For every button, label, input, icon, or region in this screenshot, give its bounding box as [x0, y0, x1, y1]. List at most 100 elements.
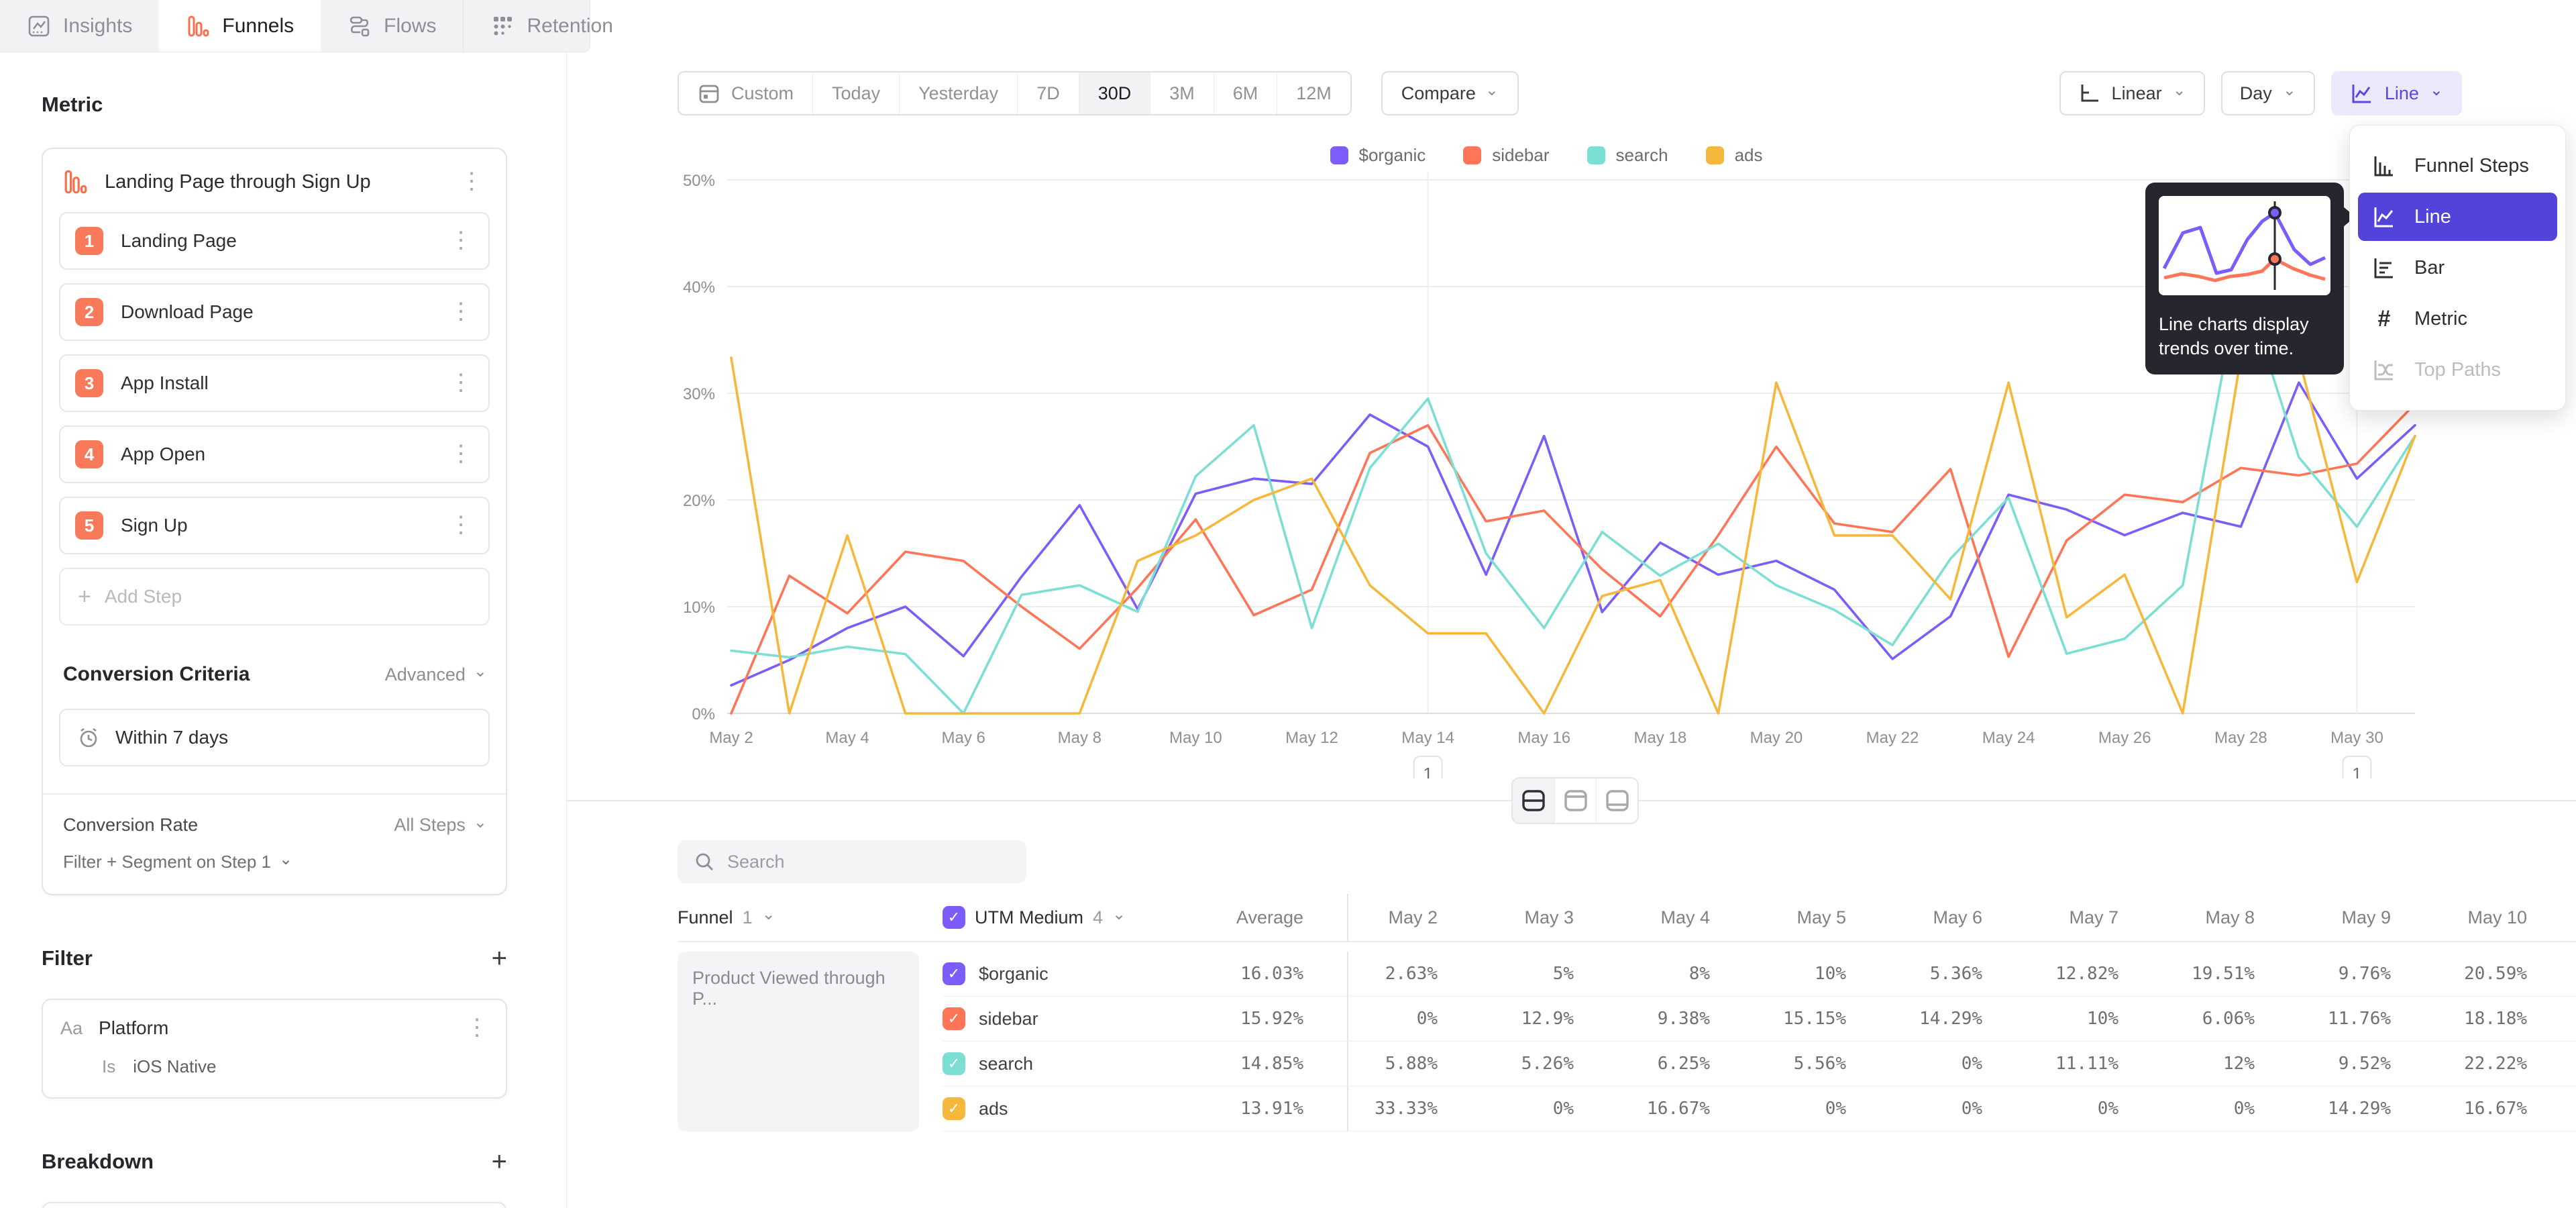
menu-item-label: Funnel Steps: [2414, 155, 2529, 177]
range-7d[interactable]: 7D: [1017, 72, 1079, 114]
scale-button[interactable]: Linear ⌄: [2059, 71, 2205, 115]
range-today[interactable]: Today: [812, 72, 899, 114]
step-number-badge: 5: [75, 511, 103, 540]
kebab-menu-icon[interactable]: ⋮: [445, 303, 476, 321]
kebab-menu-icon[interactable]: ⋮: [462, 1019, 492, 1037]
series-checkbox[interactable]: ✓: [943, 1052, 965, 1075]
search-input[interactable]: [727, 852, 996, 872]
column-header-date[interactable]: May 7: [2029, 907, 2165, 928]
menu-item-top-paths: Top Paths: [2358, 346, 2557, 394]
average-value: 14.85%: [1147, 1042, 1348, 1086]
tab-insights[interactable]: Insights: [0, 0, 159, 52]
select-all-checkbox[interactable]: ✓: [943, 906, 965, 929]
tab-flows[interactable]: Flows: [321, 0, 463, 52]
table-only-view-button[interactable]: [1596, 778, 1638, 823]
filter-value[interactable]: iOS Native: [133, 1056, 216, 1077]
svg-text:May 4: May 4: [825, 729, 869, 747]
column-header-date[interactable]: May 9: [2302, 907, 2438, 928]
svg-text:May 22: May 22: [1866, 729, 1919, 747]
funnel-step[interactable]: 4 App Open ⋮: [59, 425, 490, 483]
svg-text:1: 1: [2352, 764, 2361, 778]
cell-value: 5%: [1485, 964, 1621, 984]
column-header-average[interactable]: Average: [1147, 894, 1348, 941]
funnel-group-cell[interactable]: Product Viewed through P...: [678, 952, 919, 1131]
range-yesterday[interactable]: Yesterday: [899, 72, 1017, 114]
column-header-date[interactable]: May 3: [1485, 907, 1621, 928]
chart-type-button[interactable]: Line ⌄: [2331, 71, 2462, 115]
filter-property[interactable]: Platform: [99, 1017, 445, 1039]
funnel-selector[interactable]: Funnel 1 ⌄: [678, 907, 943, 928]
granularity-button[interactable]: Day ⌄: [2221, 71, 2315, 115]
cell-value: 18.18%: [2438, 1009, 2574, 1029]
range-12m[interactable]: 12M: [1277, 72, 1350, 114]
chart-only-view-button[interactable]: [1554, 778, 1596, 823]
svg-text:May 18: May 18: [1633, 729, 1686, 747]
svg-text:10%: 10%: [683, 599, 715, 617]
compare-button[interactable]: Compare ⌄: [1381, 71, 1519, 115]
menu-item-line[interactable]: Line: [2358, 193, 2557, 241]
chevron-down-icon: ⌄: [2283, 87, 2296, 95]
kebab-menu-icon[interactable]: ⋮: [445, 374, 476, 392]
cell-value: 11.11%: [2029, 1054, 2165, 1074]
kebab-menu-icon[interactable]: ⋮: [445, 516, 476, 534]
series-name: ads: [979, 1099, 1008, 1119]
add-filter-button[interactable]: +: [492, 945, 507, 972]
series-checkbox[interactable]: ✓: [943, 1007, 965, 1030]
cell-value: 11.76%: [2302, 1009, 2438, 1029]
series-checkbox[interactable]: ✓: [943, 1097, 965, 1120]
column-header-date[interactable]: May 8: [2165, 907, 2302, 928]
conversion-window[interactable]: Within 7 days: [59, 709, 490, 766]
column-header-date[interactable]: May 4: [1621, 907, 1757, 928]
table-row: ✓ search 14.85%5.88%5.26%6.25%5.56%0%11.…: [943, 1042, 2576, 1087]
add-step-button[interactable]: + Add Step: [59, 568, 490, 625]
funnel-step[interactable]: 5 Sign Up ⋮: [59, 497, 490, 554]
linear-scale-icon: [2078, 82, 2101, 105]
series-checkbox[interactable]: ✓: [943, 962, 965, 985]
menu-item-funnel-steps[interactable]: Funnel Steps: [2358, 142, 2557, 190]
advanced-dropdown[interactable]: Advanced ⌄: [385, 664, 487, 685]
column-header-date[interactable]: May 5: [1757, 907, 1893, 928]
cell-value: 0%: [1757, 1099, 1893, 1119]
svg-text:40%: 40%: [683, 279, 715, 297]
chart-only-view-icon: [1563, 789, 1589, 812]
cell-value: 9.52%: [2302, 1054, 2438, 1074]
range-30d[interactable]: 30D: [1079, 72, 1150, 114]
add-breakdown-button[interactable]: +: [492, 1148, 507, 1175]
conversion-rate-dropdown[interactable]: All Steps ⌄: [394, 815, 487, 836]
menu-item-metric[interactable]: #Metric: [2358, 295, 2557, 343]
cell-value: 9.76%: [2302, 964, 2438, 984]
tab-funnels[interactable]: Funnels: [159, 0, 321, 52]
column-header-date[interactable]: May 6: [1893, 907, 2029, 928]
cell-value: 0%: [2165, 1099, 2302, 1119]
tooltip-text: Line charts display trends over time.: [2159, 312, 2330, 361]
plus-icon: +: [78, 584, 91, 610]
range-3m[interactable]: 3M: [1150, 72, 1214, 114]
kebab-menu-icon[interactable]: ⋮: [456, 172, 487, 191]
funnel-step[interactable]: 3 App Install ⋮: [59, 354, 490, 412]
funnel-step[interactable]: 1 Landing Page ⋮: [59, 212, 490, 270]
funnel-step[interactable]: 2 Download Page ⋮: [59, 283, 490, 341]
table-search[interactable]: [678, 840, 1026, 883]
kebab-menu-icon[interactable]: ⋮: [445, 232, 476, 250]
column-header-date[interactable]: May 10: [2438, 907, 2574, 928]
cell-value: 0%: [1485, 1099, 1621, 1119]
range-6m[interactable]: 6M: [1214, 72, 1277, 114]
column-header-date[interactable]: May 2: [1348, 907, 1485, 928]
breakdown-selector[interactable]: ✓ UTM Medium 4 ⌄: [943, 906, 1126, 929]
conversion-rate-label: Conversion Rate: [63, 815, 198, 836]
chevron-down-icon: ⌄: [279, 856, 292, 864]
split-view-button[interactable]: [1513, 778, 1554, 823]
bar-icon: [2371, 255, 2397, 281]
chart-toolbar: CustomTodayYesterday7D30D3M6M12M Compare…: [678, 71, 2462, 115]
range-custom[interactable]: Custom: [679, 72, 812, 114]
filter-operator[interactable]: Is: [102, 1056, 115, 1077]
search-icon: [694, 851, 715, 872]
table-body: Product Viewed through P... ✓ $organic 1…: [678, 952, 2576, 1131]
funnel-header[interactable]: Landing Page through Sign Up ⋮: [43, 149, 506, 212]
kebab-menu-icon[interactable]: ⋮: [445, 445, 476, 463]
menu-item-bar[interactable]: Bar: [2358, 244, 2557, 292]
svg-text:May 8: May 8: [1058, 729, 1102, 747]
average-value: 15.92%: [1147, 997, 1348, 1041]
cell-value: 19.51%: [2165, 964, 2302, 984]
filter-segment-dropdown[interactable]: Filter + Segment on Step 1 ⌄: [63, 852, 486, 872]
